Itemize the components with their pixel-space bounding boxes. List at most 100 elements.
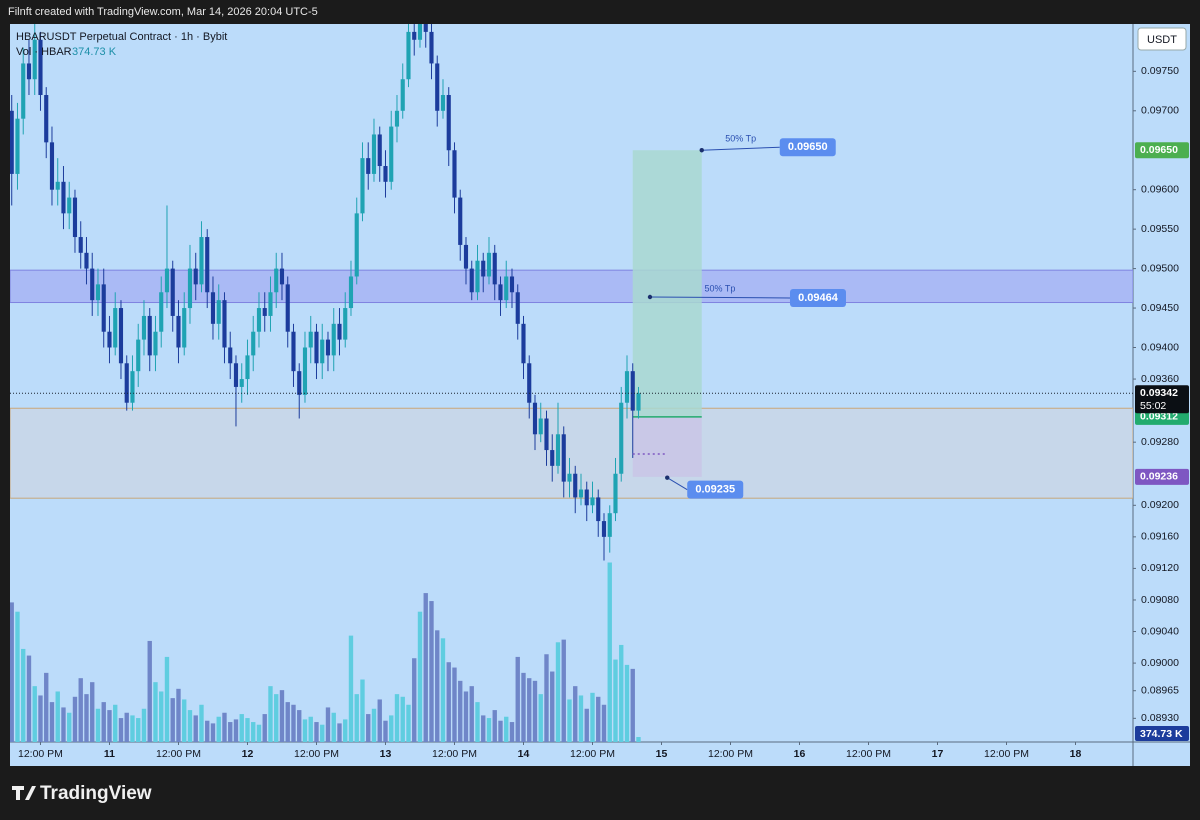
volume-bar: [187, 710, 193, 742]
x-tick-label: 16: [794, 748, 806, 760]
y-tick-label: 0.09280: [1141, 436, 1179, 448]
candle-body: [343, 308, 348, 340]
x-tick-label: 12:00 PM: [846, 748, 891, 760]
overlay: 0.09650 50% Tp 0.09464 50% Tp 0.09235: [647, 134, 846, 499]
candle-body: [10, 110, 14, 174]
volume-bar: [182, 699, 187, 742]
volume-bar: [55, 691, 60, 742]
candle-body: [32, 39, 37, 80]
volume-bar: [596, 696, 601, 742]
candle-body: [297, 371, 302, 395]
candle-body: [360, 158, 365, 214]
volume-bar: [389, 715, 394, 742]
volume-bar: [251, 722, 256, 742]
stop-price-label-bg: [1135, 468, 1189, 485]
candle-body: [544, 418, 549, 451]
position-profit: [632, 150, 702, 417]
x-tick-label: 12:00 PM: [294, 748, 339, 760]
candle-body: [90, 268, 95, 301]
volume-bar: [521, 672, 526, 742]
y-tick-label: 0.09200: [1141, 499, 1179, 511]
candle-body: [412, 31, 417, 40]
volume-bar: [67, 712, 72, 742]
volume-bar: [498, 720, 503, 742]
currency[interactable]: USDT: [1147, 34, 1177, 46]
candle-body: [532, 402, 538, 435]
volume-bar: [44, 672, 49, 742]
candle-body: [371, 134, 377, 174]
candle-body: [193, 268, 198, 285]
volume-bar: [366, 714, 371, 742]
candle-body: [256, 308, 262, 332]
volume-bar: [348, 635, 354, 742]
candle-body: [170, 268, 175, 316]
candle-body: [101, 284, 106, 332]
volume-bar: [205, 720, 210, 742]
candle-body: [67, 197, 72, 214]
volume-bar: [320, 724, 325, 742]
currency-box[interactable]: [1137, 27, 1187, 51]
candle-body: [124, 363, 129, 403]
x-tick-label: 14: [518, 748, 530, 760]
candle-body: [262, 308, 267, 316]
x-tick-label: 12:00 PM: [432, 748, 477, 760]
volume-bar: [561, 639, 566, 742]
callout-line: [701, 146, 780, 151]
x-tick-label: 12:00 PM: [156, 748, 201, 760]
x-tick-label: 13: [380, 748, 392, 760]
callout-line: [649, 296, 790, 299]
volume-value: 374.73 K: [72, 46, 117, 58]
volume-bar: [285, 702, 290, 742]
candle-body: [95, 284, 101, 301]
candle-body: [44, 95, 49, 143]
plot: [10, 24, 1133, 742]
candle-body: [308, 331, 313, 348]
volume-bar: [107, 710, 112, 742]
volume-bar: [515, 656, 520, 742]
volume-bar: [613, 659, 618, 742]
x-tick-label: 12:00 PM: [18, 748, 63, 760]
candle-body: [636, 393, 641, 411]
y-tick-label: 0.09500: [1141, 262, 1179, 274]
candle-body: [521, 323, 526, 364]
volume-bar: [228, 722, 233, 742]
candle-body: [486, 252, 492, 277]
volume-bar: [400, 696, 405, 742]
candle-body: [458, 197, 463, 245]
brand-logo: [12, 786, 36, 800]
volume-bar: [193, 715, 198, 742]
volume-bar: [337, 723, 342, 742]
candle-body: [383, 166, 388, 182]
volume-bar: [383, 720, 388, 742]
y-tick-label: 0.09400: [1141, 341, 1179, 353]
candle-body: [596, 497, 601, 522]
volume-bar: [239, 714, 244, 742]
candle-body: [423, 24, 428, 32]
callout-box: [687, 480, 744, 499]
candle-body: [251, 331, 256, 356]
volume-bar: [32, 686, 37, 742]
candle-body: [354, 213, 359, 277]
volume-bar: [423, 593, 428, 742]
callout-caption: 50% Tp: [705, 283, 736, 293]
chart-bg: [10, 24, 1190, 766]
volume-bar: [216, 716, 221, 742]
candle-body: [337, 323, 342, 340]
stop-price-label: 0.09236: [1140, 471, 1178, 483]
y-tick-label: 0.08965: [1141, 684, 1179, 696]
candle-body: [498, 284, 503, 301]
candle-body: [550, 450, 555, 466]
candle-body: [26, 63, 32, 80]
volume-bar: [475, 702, 480, 742]
candle-body: [199, 237, 204, 285]
volume-bar: [354, 694, 359, 742]
candle-body: [216, 300, 221, 324]
volume-bar: [159, 691, 164, 742]
volume-bar: [15, 611, 20, 742]
last-price-label-bg: [1135, 385, 1189, 414]
volume-bar: [297, 710, 302, 742]
zone: [10, 269, 1133, 304]
candle-body: [118, 308, 124, 364]
candle-body: [113, 308, 118, 348]
volume-title: Vol · HBAR: [16, 46, 72, 58]
